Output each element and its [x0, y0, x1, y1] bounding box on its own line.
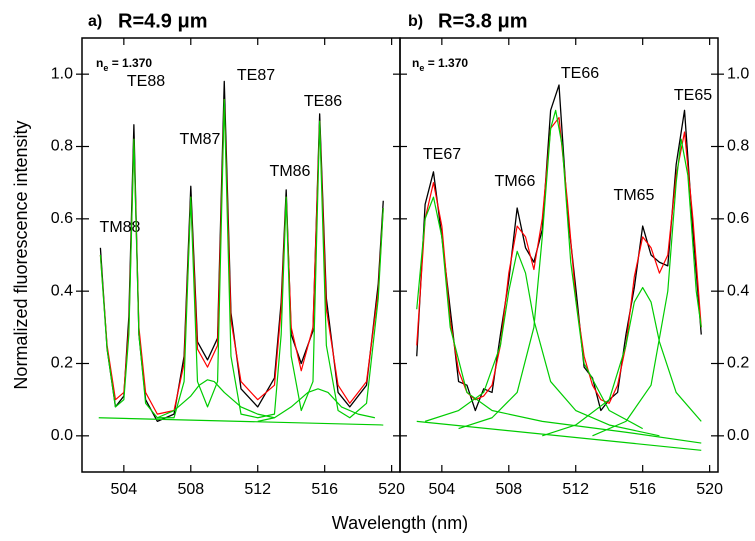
x-tick-label: 516	[629, 481, 656, 498]
peak-label: TE66	[561, 65, 599, 82]
peak-label: TE88	[127, 73, 165, 90]
ne-symbol: n	[96, 56, 103, 70]
x-tick-label: 516	[311, 481, 338, 498]
y-tick-label: 1.0	[727, 65, 749, 82]
ne-subscript: e	[419, 63, 424, 73]
ne-text: = 1.370	[424, 56, 468, 70]
peak-label: TE65	[674, 87, 712, 104]
ne-label: ne = 1.370	[96, 56, 152, 73]
data-line	[98, 417, 384, 426]
x-tick-label: 520	[378, 481, 405, 498]
y-tick-label: 0.8	[727, 138, 749, 155]
y-axis-label: Normalized fluorescence intensity	[11, 120, 31, 389]
x-tick-label: 520	[696, 481, 723, 498]
y-tick-label: 0.2	[727, 355, 749, 372]
peak-label: TE87	[237, 67, 275, 84]
ne-label: ne = 1.370	[412, 56, 468, 73]
data-line	[458, 109, 643, 430]
data-line	[416, 420, 702, 451]
y-tick-label: 0.4	[727, 282, 749, 299]
y-tick-label: 0.4	[51, 282, 73, 299]
data-line	[99, 98, 384, 419]
data-line	[257, 388, 376, 422]
x-axis-label: Wavelength (nm)	[332, 513, 468, 533]
y-tick-label: 1.0	[51, 65, 73, 82]
peak-label: TM86	[270, 163, 311, 180]
y-tick-label: 0.6	[727, 210, 749, 227]
peak-label: TM87	[180, 131, 221, 148]
data-line	[99, 98, 384, 415]
ne-text: = 1.370	[108, 56, 152, 70]
frame	[399, 37, 719, 473]
plot-area	[416, 84, 702, 451]
x-tick-label: 504	[428, 481, 455, 498]
data-line	[157, 379, 275, 419]
ne-subscript: e	[103, 63, 108, 73]
data-line	[592, 138, 702, 437]
x-tick-label: 504	[110, 481, 137, 498]
y-tick-label: 0.0	[727, 427, 749, 444]
plot-area	[98, 80, 384, 426]
peak-label: TM65	[614, 187, 655, 204]
data-line	[542, 286, 702, 437]
panel-title: R=3.8 μm	[438, 10, 528, 32]
peak-label: TM88	[100, 219, 141, 236]
panel-title: R=4.9 μm	[118, 10, 208, 32]
panel-label: a)	[88, 13, 102, 30]
x-tick-label: 512	[244, 481, 271, 498]
x-tick-label: 508	[177, 481, 204, 498]
data-line	[416, 116, 702, 404]
panel-label: b)	[408, 13, 423, 30]
peak-label: TE67	[423, 146, 461, 163]
data-line	[416, 196, 702, 444]
y-tick-label: 0.2	[51, 355, 73, 372]
data-line	[424, 250, 660, 437]
peak-label: TM66	[495, 173, 536, 190]
y-tick-label: 0.0	[51, 427, 73, 444]
x-tick-label: 508	[495, 481, 522, 498]
y-tick-label: 0.6	[51, 210, 73, 227]
peak-label: TE86	[304, 93, 342, 110]
ne-symbol: n	[412, 56, 419, 70]
x-tick-label: 512	[562, 481, 589, 498]
y-tick-label: 0.8	[51, 138, 73, 155]
